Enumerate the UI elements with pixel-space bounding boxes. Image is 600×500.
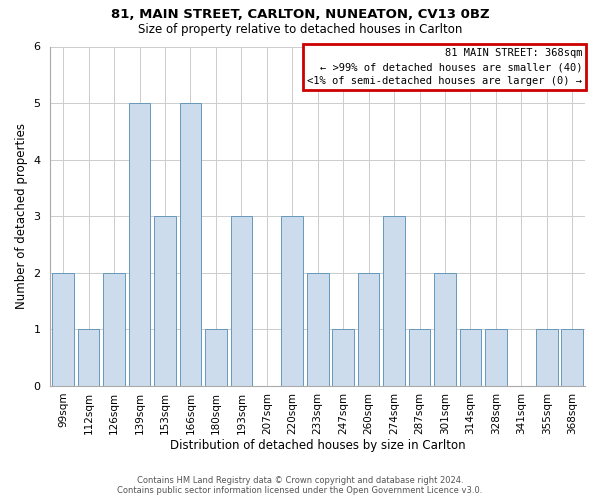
Bar (434, 272, 456, 386)
Text: Size of property relative to detached houses in Carlton: Size of property relative to detached ho… (138, 22, 462, 36)
Bar (332, 329, 354, 386)
Bar (562, 329, 583, 386)
Bar (78, 329, 100, 386)
Bar (536, 329, 557, 386)
Bar (230, 216, 252, 386)
Bar (460, 329, 481, 386)
Text: Contains HM Land Registry data © Crown copyright and database right 2024.
Contai: Contains HM Land Registry data © Crown c… (118, 476, 482, 495)
Y-axis label: Number of detached properties: Number of detached properties (15, 123, 28, 309)
Bar (383, 216, 405, 386)
Bar (179, 103, 201, 386)
Bar (485, 329, 507, 386)
Bar (409, 329, 430, 386)
Bar (205, 329, 227, 386)
Text: 81, MAIN STREET, CARLTON, NUNEATON, CV13 0BZ: 81, MAIN STREET, CARLTON, NUNEATON, CV13… (110, 8, 490, 20)
Text: 81 MAIN STREET: 368sqm
← >99% of detached houses are smaller (40)
<1% of semi-de: 81 MAIN STREET: 368sqm ← >99% of detache… (307, 48, 583, 86)
Bar (52, 272, 74, 386)
Bar (154, 216, 176, 386)
Bar (281, 216, 303, 386)
Bar (307, 272, 329, 386)
Bar (103, 272, 125, 386)
Bar (128, 103, 151, 386)
Bar (358, 272, 379, 386)
X-axis label: Distribution of detached houses by size in Carlton: Distribution of detached houses by size … (170, 440, 466, 452)
